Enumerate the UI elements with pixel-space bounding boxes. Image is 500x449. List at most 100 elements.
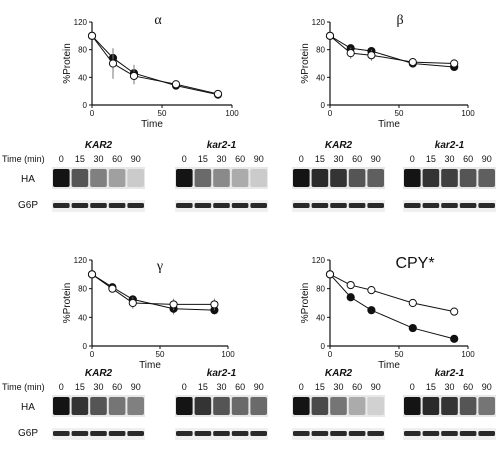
ha-band: [459, 397, 477, 415]
chart-title: β: [396, 13, 403, 28]
g6p-band: [311, 431, 329, 436]
y-axis-label: %Protein: [300, 283, 311, 324]
g6p-band: [348, 203, 366, 208]
g6p-band: [441, 431, 458, 436]
x-axis-label: Time: [378, 119, 400, 130]
g6p-band: [213, 203, 230, 208]
time-point-label: 90: [254, 382, 264, 392]
time-point-label: 0: [59, 382, 64, 392]
g6p-band: [250, 203, 267, 208]
ha-band: [478, 397, 495, 415]
time-point-label: 30: [93, 154, 103, 164]
g6p-band: [367, 431, 384, 436]
time-point-label: 15: [315, 154, 325, 164]
chart-title: α: [154, 13, 162, 28]
x-tick-label: 100: [461, 350, 475, 359]
row-label-g6p: G6P: [18, 428, 38, 439]
time-point-label: 60: [463, 382, 473, 392]
y-tick-label: 40: [78, 73, 87, 82]
ha-band: [231, 169, 249, 187]
g6p-band: [176, 431, 193, 436]
ha-band: [127, 397, 144, 415]
time-point-label: 30: [444, 382, 454, 392]
time-point-label: 90: [482, 154, 492, 164]
g6p-band: [71, 431, 89, 436]
x-axis-label: Time: [141, 119, 163, 130]
y-tick-label: 120: [312, 18, 326, 27]
ha-band: [330, 169, 347, 187]
time-point-label: 15: [426, 154, 436, 164]
data-point-open: [108, 59, 118, 68]
data-point-open: [367, 286, 376, 295]
g6p-band: [404, 203, 421, 208]
x-tick-label: 50: [395, 350, 404, 359]
ha-band: [53, 397, 70, 415]
blot-group-beta: KAR2 0 15 30 60 90 kar2-1 0 15 30 60 90: [292, 140, 496, 212]
time-point-label: 90: [371, 154, 381, 164]
ha-band: [293, 397, 310, 415]
g6p-band: [330, 203, 347, 208]
time-point-label: 30: [333, 154, 343, 164]
g6p-band: [478, 203, 495, 208]
y-tick-label: 80: [316, 46, 325, 55]
x-tick-label: 50: [156, 350, 165, 359]
series-filled: [87, 270, 219, 315]
blot-group-alpha: Time (min) HA G6P KAR2 0 15 30 60 90 kar2-1 0 15 30 6…: [2, 140, 268, 212]
y-axis-label: %Protein: [300, 43, 311, 84]
g6p-band: [213, 431, 230, 436]
chart-panel-beta: 0 40 80 120 0 50 100 Time %Protein β: [300, 13, 475, 130]
data-point-open: [171, 80, 181, 89]
ha-band: [108, 169, 126, 187]
ha-band: [250, 169, 267, 187]
x-tick-label: 0: [90, 109, 95, 118]
y-tick-label: 0: [321, 342, 326, 351]
data-point-filled: [408, 323, 417, 333]
data-point-open: [408, 58, 417, 67]
data-point-open: [213, 89, 223, 99]
data-point-filled: [346, 293, 355, 302]
g6p-band: [108, 203, 126, 208]
ha-band: [108, 397, 126, 415]
chart-title: CPY*: [395, 255, 434, 272]
time-point-label: 15: [315, 382, 325, 392]
strain-label-KAR2: KAR2: [85, 140, 113, 151]
g6p-band: [348, 431, 366, 436]
g6p-band: [422, 203, 440, 208]
series-filled: [325, 31, 459, 72]
time-point-label: 60: [352, 154, 362, 164]
ha-band: [176, 397, 193, 415]
time-point-label: 30: [216, 382, 226, 392]
x-tick-label: 0: [90, 350, 95, 359]
time-point-label: 0: [410, 382, 415, 392]
data-point-open: [408, 298, 417, 308]
y-tick-label: 0: [83, 101, 88, 110]
time-point-label: 15: [426, 382, 436, 392]
strain-label-KAR2: KAR2: [325, 368, 353, 379]
ha-band: [213, 169, 230, 187]
ha-band: [367, 169, 384, 187]
strain-label-KAR2: KAR2: [325, 140, 353, 151]
y-tick-label: 120: [312, 256, 326, 265]
time-point-label: 90: [482, 382, 492, 392]
x-axis-label: Time: [378, 360, 400, 371]
data-point-open: [450, 59, 459, 68]
time-point-label: 15: [198, 154, 208, 164]
ha-band: [194, 397, 212, 415]
g6p-band: [127, 203, 144, 208]
ha-band: [194, 169, 212, 187]
data-point-filled: [367, 306, 376, 315]
g6p-band: [311, 203, 329, 208]
blot-group-gamma: Time (min) HA G6P KAR2 0 15 30 60 90 kar2-1 0 15 30 6…: [2, 368, 268, 440]
g6p-band: [478, 431, 495, 436]
ha-band: [293, 169, 310, 187]
y-axis-label: %Protein: [62, 43, 73, 84]
time-axis-label: Time (min): [2, 154, 45, 164]
time-point-label: 90: [371, 382, 381, 392]
time-point-label: 15: [75, 382, 85, 392]
ha-band: [250, 397, 267, 415]
blot-group-cpy: KAR2 0 15 30 60 90 kar2-1 0 15 30 60 90: [292, 368, 496, 440]
time-point-label: 0: [59, 154, 64, 164]
g6p-band: [194, 203, 212, 208]
g6p-band: [441, 203, 458, 208]
ha-band: [367, 397, 384, 415]
